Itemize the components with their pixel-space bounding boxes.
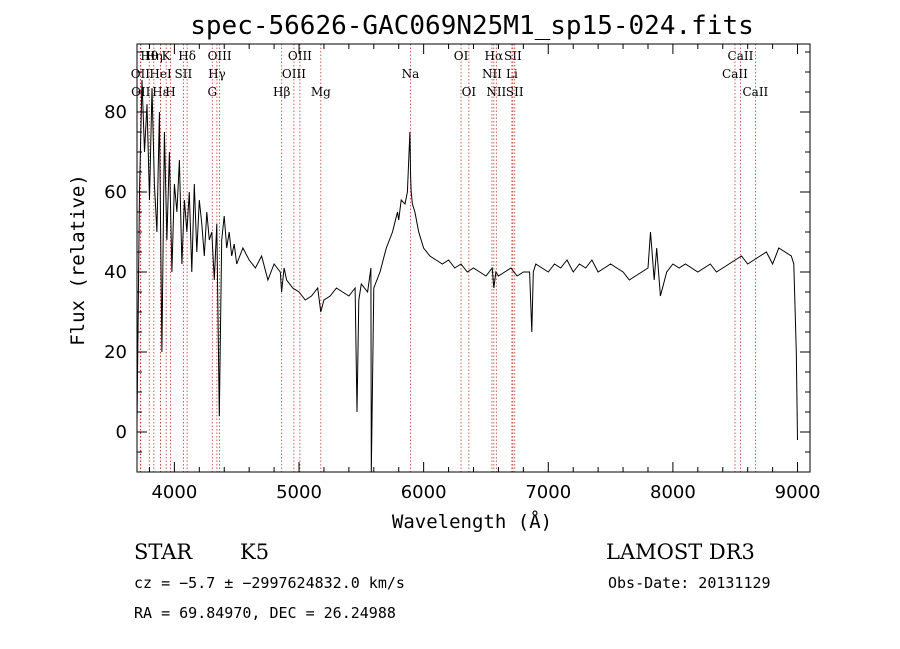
line-label-23: SII [504, 49, 522, 63]
line-label-3: Hη [145, 49, 163, 63]
line-label-1: OII [131, 67, 151, 81]
series-line-flux [136, 79, 798, 473]
y-tick-label-80: 80 [104, 102, 127, 123]
y-tick-label-60: 60 [104, 182, 127, 203]
x-tick-label-7000: 7000 [525, 482, 571, 503]
line-label-15: OIII [288, 49, 312, 63]
line-label-17: Na [402, 67, 420, 81]
y-tick-label-40: 40 [104, 262, 127, 283]
line-label-11: Hγ [208, 67, 226, 81]
y-tick-label-20: 20 [104, 342, 127, 363]
line-label-25: SII [506, 85, 524, 99]
line-marker-layer: HθOIIOIIHηHεHeIKHSIIHδGHγOIIIHβOIIIOIIIM… [131, 44, 769, 472]
y-tick-label-0: 0 [116, 422, 127, 443]
x-tick-label-4000: 4000 [151, 482, 197, 503]
x-tick-label-6000: 6000 [401, 482, 447, 503]
x-tick-label-5000: 5000 [276, 482, 322, 503]
x-tick-label-9000: 9000 [775, 482, 821, 503]
line-label-8: SII [175, 67, 193, 81]
object-class: STAR [134, 540, 193, 564]
line-label-26: CaII [728, 49, 754, 63]
obs-date: Obs-Date: 20131129 [608, 574, 771, 592]
line-label-20: Hα [485, 49, 504, 63]
spectrum-chart: spec-56626-GAC069N25M1_sp15-024.fits HθO… [67, 11, 820, 533]
line-label-28: CaII [742, 85, 768, 99]
line-label-22: NII [486, 85, 506, 99]
line-label-4: Hε [152, 85, 169, 99]
object-subclass: K5 [240, 540, 270, 564]
line-label-16: Mg [311, 85, 331, 99]
series-layer [136, 79, 798, 473]
line-label-9: Hδ [178, 49, 196, 63]
x-tick-label-8000: 8000 [650, 482, 696, 503]
redshift-readout: cz = −5.7 ± −2997624832.0 km/s [134, 574, 405, 592]
line-label-21: NII [482, 67, 502, 81]
line-label-27: CaII [722, 67, 748, 81]
line-label-19: OI [462, 85, 477, 99]
survey-name: LAMOST DR3 [606, 540, 755, 564]
line-label-24: Li [506, 67, 518, 81]
line-label-13: Hβ [273, 85, 290, 99]
x-axis-label: Wavelength (Å) [392, 510, 552, 533]
chart-title: spec-56626-GAC069N25M1_sp15-024.fits [190, 11, 754, 41]
line-label-10: G [207, 85, 217, 99]
plot-frame [136, 43, 811, 473]
line-label-18: OI [454, 49, 469, 63]
axis-layer: 4000 5000 6000 7000 8000 9000 0 20 40 60 80 [104, 44, 820, 503]
line-label-6: K [162, 49, 172, 63]
y-axis-label: Flux (relative) [67, 174, 89, 346]
line-label-14: OIII [282, 67, 306, 81]
line-label-12: OIII [208, 49, 232, 63]
line-label-7: H [165, 85, 175, 99]
coordinates: RA = 69.84970, DEC = 26.24988 [134, 604, 396, 622]
line-label-5: HeI [149, 67, 172, 81]
